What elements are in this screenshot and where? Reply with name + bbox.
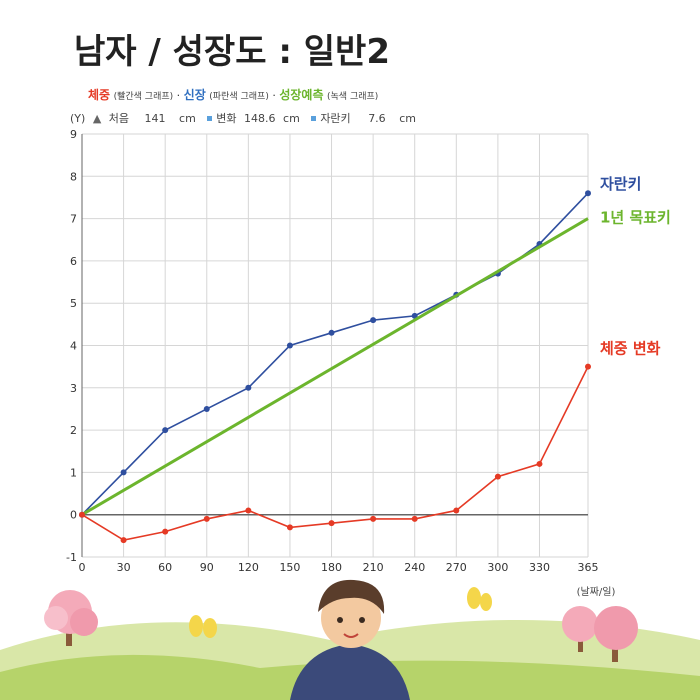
y-tick-label: 8 [70, 170, 77, 183]
grown-label: 자란키 [320, 112, 351, 125]
y-tick-label: 3 [70, 382, 77, 395]
butterfly-icon [189, 615, 217, 638]
data-point [370, 317, 377, 324]
x-tick-label: 270 [446, 561, 467, 574]
x-tick-label: 365 [578, 561, 599, 574]
x-tick-label: 0 [79, 561, 86, 574]
data-point [286, 342, 293, 349]
data-point [286, 524, 293, 531]
x-tick-label: 240 [404, 561, 425, 574]
data-point [120, 469, 127, 476]
grown-unit: cm [399, 112, 416, 125]
legend-height-label: 신장 [183, 88, 206, 102]
y-tick-label: 7 [70, 213, 77, 226]
legend: 체중 (빨간색 그래프) · 신장 (파란색 그래프) · 성장예측 (녹색 그… [88, 86, 378, 103]
legend-separator: · [272, 89, 276, 102]
info-bar: (Y) ▲ 처음 141 cm 변화 148.6 cm 자란키 7.6 cm [70, 110, 420, 126]
cherry-tree-left [44, 590, 98, 646]
y-tick-label: 6 [70, 255, 77, 268]
grown-value: 7.6 [368, 112, 386, 125]
x-tick-label: 210 [363, 561, 384, 574]
x-tick-label: 120 [238, 561, 259, 574]
legend-growth-label: 성장예측 [279, 88, 324, 102]
data-point [203, 405, 210, 412]
start-value: 141 [144, 112, 166, 125]
boy-illustration [290, 579, 410, 700]
data-point [585, 363, 591, 370]
data-point [79, 511, 85, 518]
data-point [120, 537, 127, 544]
x-tick-label: 180 [321, 561, 342, 574]
data-point [536, 460, 543, 467]
y-tick-label: 9 [70, 128, 77, 141]
x-tick-label: 300 [487, 561, 508, 574]
x-tick-label: 150 [279, 561, 300, 574]
legend-growth-sub: (녹색 그래프) [327, 92, 379, 102]
y-tick-label: 2 [70, 424, 77, 437]
bullet-icon [207, 116, 213, 121]
change-unit: cm [283, 112, 300, 125]
data-point [162, 528, 169, 535]
data-point [203, 515, 210, 522]
y-tick-label: 1 [70, 466, 77, 479]
series-label: 자란키 [600, 175, 641, 193]
y-tick-label: 0 [70, 509, 77, 522]
background-scene [0, 579, 700, 700]
start-unit: cm [179, 112, 196, 125]
data-point [245, 384, 252, 391]
data-point [370, 515, 377, 522]
data-point [328, 520, 335, 527]
up-arrow-icon: ▲ [92, 112, 102, 125]
data-point [453, 507, 460, 514]
y-tick-label: -1 [66, 551, 77, 564]
data-point [494, 473, 501, 480]
y-tick-label: 5 [70, 297, 77, 310]
x-tick-label: 90 [200, 561, 214, 574]
legend-height-sub: (파란색 그래프) [209, 92, 269, 102]
change-value: 148.6 [244, 112, 276, 125]
series-label: 체중 변화 [600, 340, 661, 358]
bullet-icon [311, 116, 317, 121]
x-tick-label: 30 [117, 561, 131, 574]
x-tick-label: 60 [158, 561, 172, 574]
data-point [328, 329, 335, 336]
legend-weight-label: 체중 [88, 88, 111, 102]
change-label: 변화 [216, 112, 237, 125]
series-label: 1년 목표키 [600, 209, 671, 227]
butterfly-icon [467, 587, 492, 611]
y-unit-label: (Y) [70, 112, 86, 125]
data-point [245, 507, 252, 514]
y-tick-label: 4 [70, 340, 77, 353]
series-line [81, 192, 589, 516]
data-point [411, 515, 418, 522]
x-tick-label: 330 [529, 561, 550, 574]
legend-separator: · [176, 89, 181, 102]
legend-weight-sub: (빨간색 그래프) [113, 92, 174, 102]
page-title: 남자 / 성장도 : 일반2 [74, 32, 390, 72]
start-label: 처음 [108, 112, 130, 125]
plot-area: 0 30 60 90 120 150 180 210 240 270 300 330 365-10123… [66, 128, 671, 598]
data-point [585, 190, 591, 197]
data-point [162, 427, 169, 434]
x-axis-label: (날짜/일) [577, 586, 616, 598]
cherry-tree-right [562, 606, 638, 662]
series-line [81, 217, 589, 516]
